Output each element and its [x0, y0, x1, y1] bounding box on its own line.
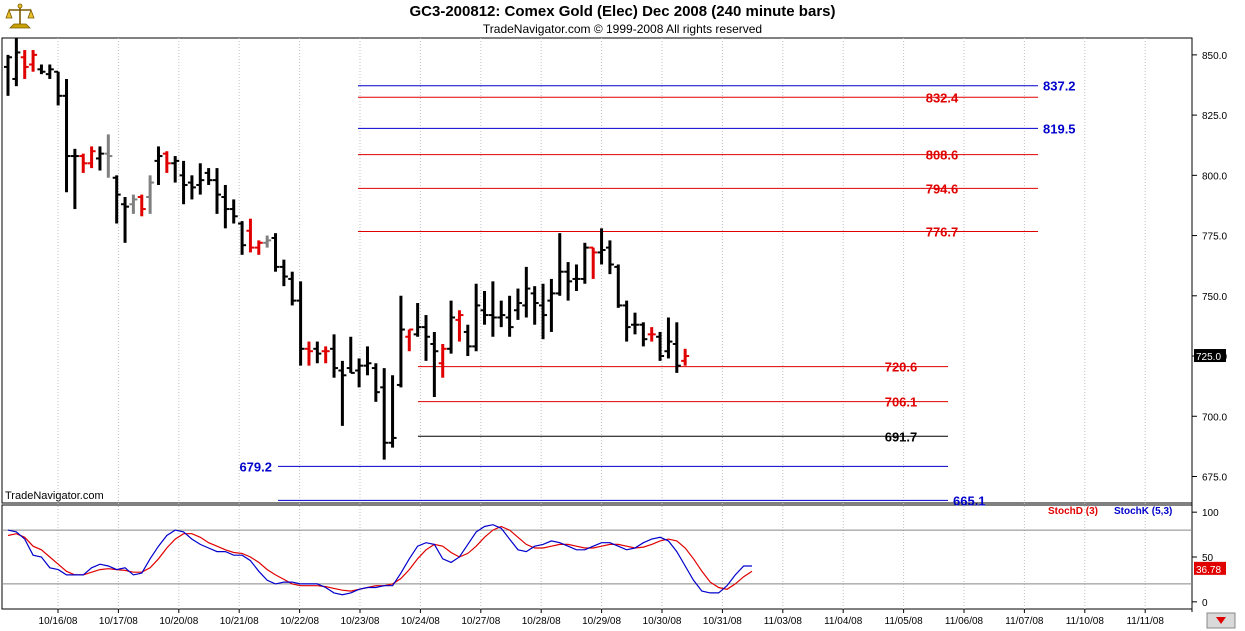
price-levels: 837.2 832.4 819.5 808.6 794.6 776.7 720.6 706.1… [239, 79, 1075, 509]
last-price-box [1194, 349, 1226, 363]
stochastic-panel-border [1, 504, 1193, 610]
x-tick-label: 11/11/08 [1126, 616, 1164, 627]
y-tick-label: 675.0 [1202, 472, 1227, 483]
stoch-y-tick-label: 50 [1202, 553, 1214, 564]
x-tick-label: 11/07/08 [1005, 616, 1044, 627]
x-tick-label: 11/05/08 [885, 616, 924, 627]
watermark: TradeNavigator.com [5, 490, 104, 502]
x-tick-label: 11/06/08 [945, 616, 984, 627]
stoch-legend-label: StochK (5,3) [1114, 506, 1172, 517]
level-label: 819.5 [1043, 121, 1076, 136]
level-label: 679.2 [239, 459, 272, 474]
x-tick-label: 10/20/08 [159, 616, 198, 627]
x-tick-label: 10/16/08 [39, 616, 78, 627]
y-tick-label: 700.0 [1202, 412, 1227, 423]
stochastic-panel: 100 50 0 StochD (3) StochK (5,3) 36.78 [2, 506, 1226, 609]
x-tick-label: 10/28/08 [522, 616, 561, 627]
price-axis: 850.0 825.0 800.0 775.0 750.0 725.0 700.0 675.0… [1192, 51, 1227, 483]
x-tick-label: 10/22/08 [280, 616, 319, 627]
level-label: 837.2 [1043, 79, 1076, 94]
x-tick-label: 10/24/08 [401, 616, 440, 627]
x-tick-label: 10/23/08 [341, 616, 380, 627]
stoch-last-value-box [1194, 561, 1226, 575]
x-tick-label: 10/17/08 [99, 616, 138, 627]
x-tick-label: 10/29/08 [582, 616, 621, 627]
chart-subtitle: TradeNavigator.com © 1999-2008 All right… [482, 22, 763, 36]
x-tick-label: 10/21/08 [220, 616, 259, 627]
date-axis: 10/16/08 10/17/08 10/20/08 10/21/08 10/22/08… [39, 609, 1164, 627]
stoch-y-tick-label: 0 [1202, 598, 1208, 609]
arrow-down-icon [1216, 617, 1226, 624]
stoch-series-line [7, 524, 752, 596]
x-tick-label: 11/04/08 [824, 616, 863, 627]
level-label: 776.7 [926, 224, 959, 239]
x-tick-label: 10/27/08 [461, 616, 500, 627]
y-tick-label: 850.0 [1202, 51, 1227, 62]
price-panel-border [1, 37, 1193, 504]
x-tick-label: 10/31/08 [703, 616, 742, 627]
level-label: 706.1 [885, 395, 918, 410]
stoch-y-tick-label: 100 [1202, 508, 1219, 519]
y-tick-label: 750.0 [1202, 292, 1227, 303]
y-tick-label: 775.0 [1202, 232, 1227, 243]
y-tick-label: 800.0 [1202, 171, 1227, 182]
trade-navigator-logo [5, 3, 35, 29]
level-label: 720.6 [885, 360, 918, 375]
stoch-series-line [7, 525, 753, 592]
last-price-label: 725.0 [1196, 352, 1221, 363]
level-label: 691.7 [885, 429, 918, 444]
level-label: 665.1 [953, 493, 986, 508]
stoch-legend-label: StochD (3) [1048, 506, 1098, 517]
x-tick-label: 10/30/08 [643, 616, 682, 627]
scroll-button[interactable] [1206, 612, 1236, 629]
price-bars [4, 38, 690, 460]
y-tick-label: 825.0 [1202, 111, 1227, 122]
chart-title: GC3-200812: Comex Gold (Elec) Dec 2008 (… [409, 3, 836, 20]
chart-frame [1, 37, 1193, 612]
level-label: 794.6 [926, 181, 959, 196]
level-label: 808.6 [926, 148, 959, 163]
stoch-last-value-label: 36.78 [1196, 565, 1221, 576]
vertical-grid [57, 38, 1146, 609]
x-tick-label: 11/10/08 [1066, 616, 1105, 627]
chart-header: GC3-200812: Comex Gold (Elec) Dec 2008 (… [0, 0, 1245, 38]
x-tick-label: 11/03/08 [764, 616, 803, 627]
level-label: 832.4 [926, 90, 959, 105]
